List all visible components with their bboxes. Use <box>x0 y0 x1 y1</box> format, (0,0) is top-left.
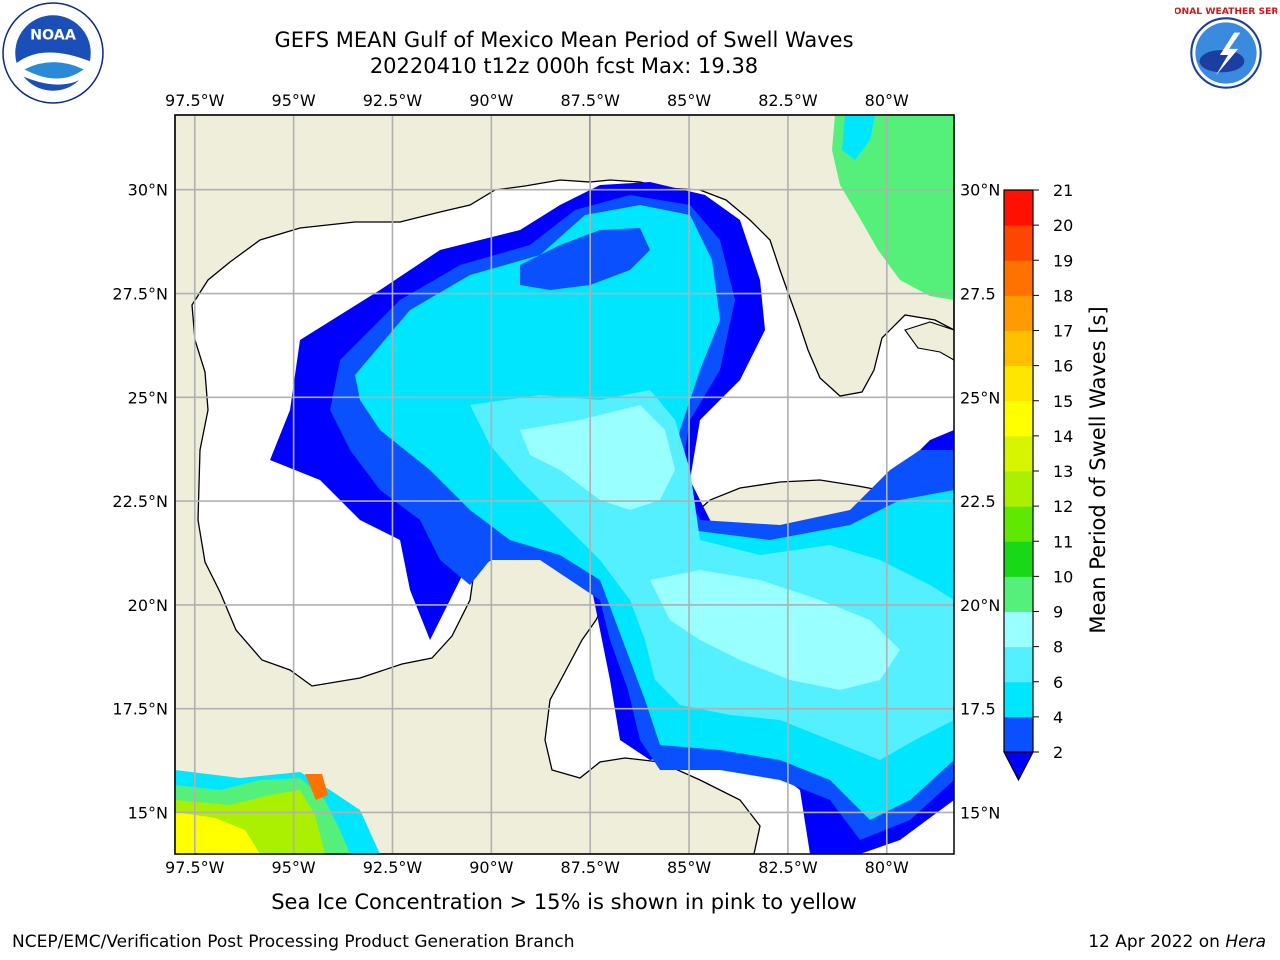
colorbar-tick-label-0: 2 <box>1053 743 1063 762</box>
footer-machine: Hera <box>1225 932 1266 952</box>
lon-label-bottom-2: 92.5°W <box>363 858 423 877</box>
lon-label-bottom-0: 97.5°W <box>165 858 225 877</box>
swell-region-low-core <box>520 228 650 290</box>
lat-label-right-6: 15°N <box>960 803 1000 822</box>
graticule <box>175 115 954 854</box>
lon-label-top-7: 80°W <box>865 91 909 110</box>
colorbar-tick-label-8: 13 <box>1053 462 1073 481</box>
colorbar-label: Mean Period of Swell Waves [s] <box>1086 306 1110 633</box>
colorbar-swatch-2 <box>1004 646 1033 683</box>
swell-region-8-9-caribbean <box>650 570 900 690</box>
colorbar-swatch-6 <box>1004 506 1033 542</box>
colorbar-swatch-8 <box>1004 435 1033 472</box>
footer-date: 12 Apr 2022 on Hera <box>1088 932 1266 952</box>
lat-label-left-1: 27.5°N <box>112 285 168 304</box>
colorbar-tick-label-13: 18 <box>1053 286 1073 305</box>
lat-label-right-5: 17.5 <box>960 700 996 719</box>
lon-label-bottom-7: 80°W <box>865 858 909 877</box>
colorbar-swatch-10 <box>1004 365 1033 402</box>
lat-label-left-5: 17.5°N <box>112 700 168 719</box>
lon-label-bottom-3: 90°W <box>469 858 513 877</box>
colorbar-swatches <box>1004 190 1033 753</box>
lon-label-top-5: 85°W <box>667 91 711 110</box>
map-subtitle: 20220410 t12z 000h fcst Max: 19.38 <box>369 54 759 78</box>
lat-label-left-6: 15°N <box>128 803 168 822</box>
colorbar-tick-label-11: 16 <box>1053 357 1073 376</box>
colorbar-under-triangle <box>1003 751 1034 782</box>
sea-ice-note: Sea Ice Concentration > 15% is shown in … <box>271 890 857 914</box>
map-title: GEFS MEAN Gulf of Mexico Mean Period of … <box>274 28 854 52</box>
colorbar-swatch-15 <box>1004 190 1033 226</box>
colorbar-swatch-0 <box>1004 716 1033 753</box>
wave-field-layer <box>175 115 954 854</box>
lat-label-left-2: 25°N <box>128 388 168 407</box>
lat-label-right-1: 27.5 <box>960 285 996 304</box>
colorbar-swatch-5 <box>1004 541 1033 577</box>
lat-label-right-4: 20°N <box>960 596 1000 615</box>
swell-region-pacific-orange <box>305 774 328 800</box>
lat-label-left-3: 22.5°N <box>112 492 168 511</box>
colorbar-swatch-4 <box>1004 576 1033 612</box>
colorbar-tick-label-16: 21 <box>1053 181 1073 200</box>
swell-region-pacific-yellow <box>175 812 260 854</box>
lon-label-top-1: 95°W <box>272 91 316 110</box>
colorbar-swatch-9 <box>1004 400 1033 437</box>
map-frame <box>174 114 955 855</box>
colorbar-tick-label-7: 12 <box>1053 497 1073 516</box>
swell-region-9-10-atlantic <box>832 115 954 300</box>
colorbar-tick-label-12: 17 <box>1053 322 1073 341</box>
lat-label-right-0: 30°N <box>960 181 1000 200</box>
colorbar-swatch-3 <box>1004 611 1033 648</box>
colorbar-tick-label-6: 11 <box>1053 532 1073 551</box>
footer-date-text: 12 Apr 2022 on <box>1088 932 1226 952</box>
axis-tick-labels: 97.5°W 97.5°W 95°W 95°W 92.5°W 92.5°W 90°W 90°W… <box>112 91 1000 877</box>
colorbar-tick-label-14: 19 <box>1053 251 1073 270</box>
colorbar-tick-label-9: 14 <box>1053 427 1073 446</box>
colorbar-tick-label-1: 4 <box>1053 708 1063 727</box>
swell-region-8-9 <box>520 405 675 510</box>
footer-credit: NCEP/EMC/Verification Post Processing Pr… <box>12 932 575 952</box>
colorbar-tick-label-4: 9 <box>1053 603 1063 622</box>
colorbar-swatch-7 <box>1004 471 1033 507</box>
colorbar-tick-label-5: 10 <box>1053 567 1073 586</box>
colorbar-swatch-1 <box>1004 681 1033 718</box>
colorbar: 2 4 6 8 9 10 11 12 13 14 15 16 17 18 19 20 21 Mean Perio… <box>1003 181 1110 782</box>
colorbar-tick-label-10: 15 <box>1053 392 1073 411</box>
noaa-logo: NOAA <box>2 2 104 104</box>
lon-label-bottom-4: 87.5°W <box>560 858 620 877</box>
nws-logo: NATIONAL WEATHER SERVICE <box>1175 4 1277 102</box>
lon-label-top-2: 92.5°W <box>363 91 423 110</box>
lon-label-top-4: 87.5°W <box>560 91 620 110</box>
lat-label-right-3: 22.5 <box>960 492 996 511</box>
swell-region-cyan-atlantic <box>842 115 875 160</box>
lon-label-top-6: 82.5°W <box>758 91 818 110</box>
lat-label-left-0: 30°N <box>128 181 168 200</box>
colorbar-tick-label-2: 6 <box>1053 673 1063 692</box>
colorbar-tick-label-15: 20 <box>1053 216 1073 235</box>
lon-label-top-3: 90°W <box>469 91 513 110</box>
lat-label-left-4: 20°N <box>128 596 168 615</box>
colorbar-swatch-12 <box>1004 295 1033 331</box>
colorbar-swatch-13 <box>1004 260 1033 296</box>
lon-label-top-0: 97.5°W <box>165 91 225 110</box>
colorbar-swatch-14 <box>1004 225 1033 261</box>
colorbar-tick-labels: 2 4 6 8 9 10 11 12 13 14 15 16 17 18 19 20 21 <box>1033 181 1073 762</box>
colorbar-swatch-11 <box>1004 330 1033 367</box>
svg-text:NATIONAL WEATHER SERVICE: NATIONAL WEATHER SERVICE <box>1175 6 1277 17</box>
lon-label-bottom-6: 82.5°W <box>758 858 818 877</box>
map-panel: 97.5°W 97.5°W 95°W 95°W 92.5°W 92.5°W 90°W 90°W… <box>112 91 1000 877</box>
colorbar-tick-label-3: 8 <box>1053 638 1063 657</box>
svg-text:NOAA: NOAA <box>30 28 76 44</box>
lon-label-bottom-5: 85°W <box>667 858 711 877</box>
lat-label-right-2: 25°N <box>960 388 1000 407</box>
lon-label-bottom-1: 95°W <box>272 858 316 877</box>
